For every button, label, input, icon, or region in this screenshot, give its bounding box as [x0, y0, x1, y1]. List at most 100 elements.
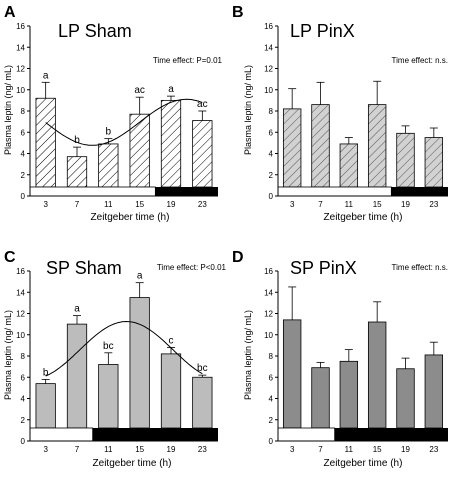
significance-letter: a [43, 70, 49, 81]
fitted-curve [45, 98, 203, 146]
fitted-curve [45, 320, 203, 377]
y-tick-label: 2 [269, 416, 274, 425]
panel-letter: B [232, 4, 244, 21]
bar [66, 323, 88, 429]
dark-phase-bar [334, 428, 448, 441]
y-ticks: 0 2 4 6 8 10 12 14 16 [264, 267, 278, 446]
panel-letter: C [4, 249, 16, 266]
x-tick-label: 23 [198, 445, 207, 454]
light-phase-bar [29, 427, 94, 442]
x-tick-label: 23 [198, 200, 207, 209]
x-axis-label: Zeitgeber time (h) [91, 212, 170, 223]
panel-title: SP Sham [46, 258, 122, 278]
bar [98, 143, 119, 188]
y-axis-label: Plasma leptin (ng/ mL) [243, 310, 253, 400]
y-tick-label: 6 [21, 128, 26, 137]
x-tick-label: 7 [318, 445, 323, 454]
panel-c: C SP Sham Time effect: P<0.01 Plasma lep… [3, 249, 227, 469]
bars [35, 81, 213, 188]
x-tick-label: 15 [135, 200, 144, 209]
bar [129, 113, 150, 188]
x-axis-label: Zeitgeber time (h) [324, 212, 403, 223]
bars [282, 286, 444, 429]
y-tick-label: 4 [269, 395, 274, 404]
light-phase-bar [29, 186, 156, 197]
light-phase-bar [277, 186, 392, 197]
panel-title: LP PinX [290, 21, 355, 41]
x-tick-label: 19 [401, 445, 410, 454]
bar [160, 353, 182, 429]
panel-b: B LP PinX Time effect: n.s. Plasma lepti… [232, 4, 448, 223]
significance-letter: a [168, 84, 174, 95]
bar [35, 97, 56, 188]
time-effect-annotation: Time effect: P<0.01 [157, 263, 227, 272]
x-tick-label: 19 [167, 200, 176, 209]
y-axis-label: Plasma leptin (ng/ mL) [3, 65, 13, 155]
x-tick-label: 11 [345, 445, 354, 454]
y-tick-label: 12 [264, 65, 273, 74]
bar [367, 321, 387, 429]
panel-d: D SP PinX Time effect: n.s. Plasma lepti… [232, 249, 448, 469]
y-tick-label: 14 [264, 43, 273, 52]
y-ticks: 0 2 4 6 8 10 12 14 16 [16, 267, 30, 446]
bar [424, 354, 444, 429]
y-tick-label: 16 [264, 267, 273, 276]
x-axis-label: Zeitgeber time (h) [93, 458, 172, 469]
y-tick-label: 10 [16, 86, 25, 95]
significance-letter: a [137, 271, 143, 282]
y-tick-label: 0 [269, 192, 274, 201]
y-tick-label: 6 [21, 373, 26, 382]
significance-letter: bc [103, 341, 114, 352]
bar [98, 364, 119, 429]
y-tick-label: 16 [16, 22, 25, 31]
x-tick-label: 19 [167, 445, 176, 454]
axes: 3 7 11 15 19 23 [29, 26, 218, 209]
light-phase-bar [277, 427, 336, 442]
y-tick-label: 14 [264, 288, 273, 297]
panel-letter: D [232, 249, 244, 266]
y-tick-label: 8 [269, 107, 274, 116]
y-tick-label: 8 [21, 107, 26, 116]
x-tick-label: 3 [43, 200, 48, 209]
panel-title: SP PinX [290, 258, 357, 278]
y-tick-label: 12 [264, 310, 273, 319]
y-tick-label: 6 [269, 128, 274, 137]
annotations: b a bc a c bc [43, 271, 208, 379]
significance-letter: c [169, 336, 174, 347]
x-tick-label: 15 [135, 445, 144, 454]
y-tick-label: 2 [21, 171, 26, 180]
x-tick-label: 11 [104, 445, 113, 454]
significance-letter: b [106, 127, 112, 138]
x-tick-label: 3 [43, 445, 48, 454]
y-tick-label: 16 [264, 22, 273, 31]
dark-phase-bar [92, 428, 218, 441]
bar [311, 104, 330, 188]
bar [396, 368, 415, 429]
bar [129, 297, 150, 429]
y-tick-label: 2 [269, 171, 274, 180]
bar [160, 99, 182, 188]
x-tick-label: 7 [75, 200, 80, 209]
y-tick-label: 10 [16, 331, 25, 340]
bar [396, 132, 415, 188]
y-tick-label: 2 [21, 416, 26, 425]
significance-letter: b [74, 135, 80, 146]
y-tick-label: 0 [21, 192, 26, 201]
time-effect-annotation: Time effect: n.s. [392, 263, 448, 272]
y-tick-label: 0 [21, 437, 26, 446]
y-tick-label: 4 [269, 150, 274, 159]
significance-letter: a [74, 304, 80, 315]
y-ticks: 0 2 4 6 8 10 12 14 16 [264, 22, 278, 201]
y-tick-label: 4 [21, 395, 26, 404]
x-tick-label: 11 [345, 200, 354, 209]
significance-letter: b [43, 367, 49, 378]
y-tick-label: 8 [269, 352, 274, 361]
x-tick-label: 15 [373, 445, 382, 454]
x-tick-label: 23 [429, 445, 438, 454]
panel-letter: A [4, 4, 16, 21]
dark-phase-bar [155, 187, 218, 196]
bar [35, 383, 56, 429]
axes: 3 7 11 15 19 23 [277, 26, 448, 209]
y-axis-label: Plasma leptin (ng/ mL) [243, 65, 253, 155]
